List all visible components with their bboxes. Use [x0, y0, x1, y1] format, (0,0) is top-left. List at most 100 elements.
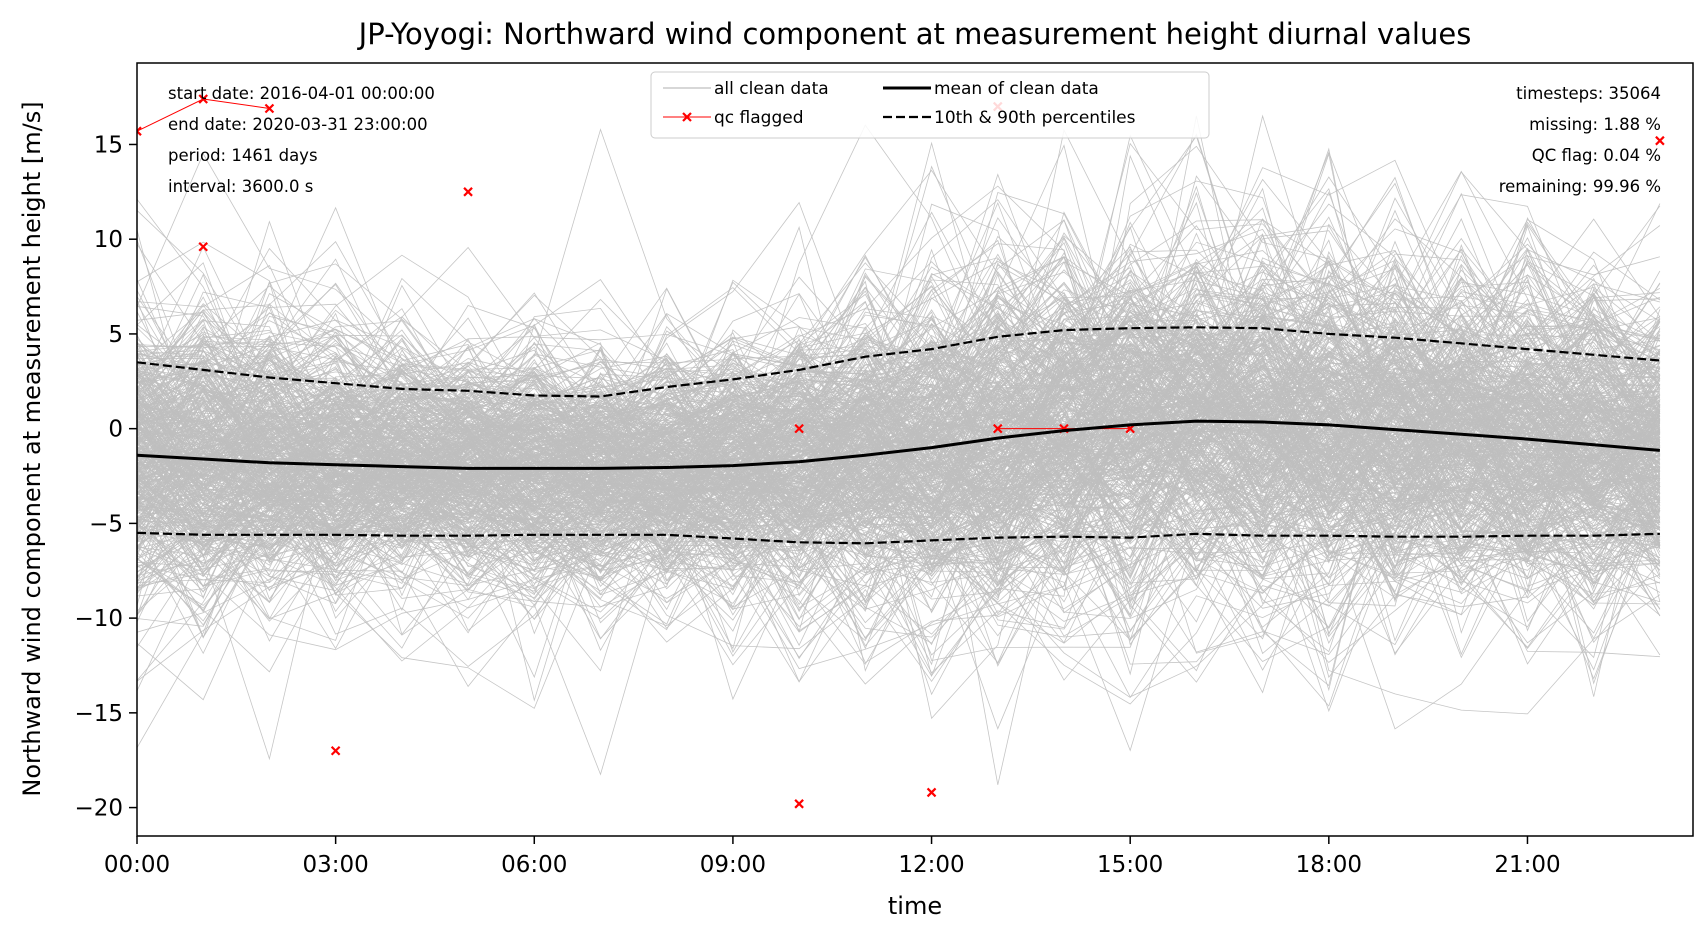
clean-data-line — [137, 243, 1661, 604]
qc-flagged-point — [198, 94, 208, 104]
clean-data-line — [137, 171, 1661, 494]
y-tick-label: 10 — [94, 227, 123, 253]
clean-data-line — [137, 275, 1661, 584]
clean-data-line — [137, 255, 1661, 651]
clean-data-line — [137, 361, 1660, 589]
qc-flagged-layer — [137, 94, 1665, 809]
qc-flagged-point — [794, 799, 804, 809]
legend-box — [650, 71, 1210, 139]
clean-data-line — [137, 284, 1661, 588]
x-axis-label: time — [888, 892, 942, 920]
clean-data-line — [137, 206, 1660, 665]
clean-data-line — [137, 330, 1661, 573]
qc-flagged-point — [264, 103, 275, 114]
y-tick-label: 0 — [108, 417, 123, 443]
stat-right-text: remaining: 99.96 % — [1499, 177, 1661, 196]
clean-data-line — [137, 367, 1661, 580]
x-axis: 00:00 03:00 06:00 09:00 12:00 15:00 18:00 21:00 — [104, 836, 1561, 878]
clean-data-line — [137, 281, 1661, 617]
stat-left-text: end date: 2020-03-31 23:00:00 — [168, 115, 428, 134]
clean-data-line — [137, 344, 1661, 666]
clean-data-line — [137, 355, 1660, 730]
qc-flagged-point — [330, 745, 341, 756]
x-tick-label: 21:00 — [1494, 852, 1560, 878]
qc-flagged-point — [137, 126, 142, 136]
clean-data-line — [137, 323, 1661, 550]
legend-entry: 10th & 90th percentiles — [883, 108, 1136, 128]
legend: all clean data qc flagged mean of clean da… — [650, 71, 1210, 139]
clean-data-line — [137, 287, 1660, 640]
clean-data-line — [137, 316, 1661, 552]
clean-data-line — [137, 141, 1661, 572]
clean-data-line — [137, 327, 1660, 613]
legend-entry: mean of clean data — [883, 79, 1099, 99]
clean-data-line — [137, 359, 1661, 636]
clean-data-line — [137, 268, 1661, 543]
clean-data-line — [137, 319, 1661, 568]
clean-data-line — [137, 307, 1661, 486]
y-axis: 15 10 5 0 −5 −10 −15 −20 — [74, 132, 137, 822]
clean-data-line — [137, 310, 1661, 645]
x-tick-label: 12:00 — [898, 852, 964, 878]
clean-data-line — [137, 398, 1661, 613]
clean-data-line — [137, 320, 1661, 570]
legend-label: 10th & 90th percentiles — [934, 108, 1136, 128]
clean-data-line — [137, 350, 1660, 556]
qc-flagged-point — [992, 423, 1003, 434]
clean-data-line — [137, 328, 1660, 532]
stat-left-text: period: 1461 days — [168, 146, 318, 165]
clean-data-lines — [137, 114, 1661, 785]
y-axis-label: Northward wind component at measurement … — [18, 101, 46, 796]
y-tick-label: 5 — [108, 322, 123, 348]
clean-data-line — [137, 271, 1660, 481]
clean-data-line — [137, 277, 1661, 621]
summary-series-layer — [137, 326, 1661, 545]
clean-data-line — [137, 362, 1661, 590]
mean-line — [137, 419, 1661, 470]
qc-flagged-point — [926, 787, 937, 798]
clean-data-line — [137, 248, 1661, 607]
y-tick-label: −20 — [74, 796, 123, 822]
stat-right-text: missing: 1.88 % — [1529, 115, 1661, 134]
clean-data-line — [137, 154, 1661, 600]
clean-data-line — [137, 343, 1661, 608]
qc-flagged-point — [463, 187, 473, 197]
x-tick-label: 18:00 — [1296, 852, 1362, 878]
y-tick-label: −10 — [74, 606, 123, 632]
clean-data-line — [137, 293, 1661, 571]
x-tick-label: 00:00 — [104, 852, 170, 878]
clean-data-line — [137, 261, 1661, 543]
clean-data-line — [137, 152, 1661, 761]
x-tick-label: 09:00 — [700, 852, 766, 878]
clean-data-line — [137, 355, 1661, 556]
clean-data-line — [137, 203, 1660, 579]
clean-data-line — [137, 294, 1661, 577]
stats-left: start date: 2016-04-01 00:00:00 end date:… — [168, 84, 435, 196]
y-tick-label: −15 — [74, 701, 123, 727]
clean-data-line — [137, 269, 1661, 604]
qc-flagged-point — [1655, 135, 1665, 146]
clean-data-line — [137, 362, 1661, 564]
clean-data-line — [137, 294, 1661, 672]
clean-data-line — [137, 336, 1661, 545]
stat-right-text: timesteps: 35064 — [1516, 84, 1661, 103]
percentile-90-line — [137, 326, 1660, 398]
qc-flagged-point — [198, 241, 208, 252]
clean-data-line — [137, 305, 1661, 535]
clean-data-line — [137, 347, 1660, 705]
x-tick-label: 03:00 — [302, 852, 368, 878]
clean-data-line — [137, 253, 1661, 638]
stats-right: timesteps: 35064 missing: 1.88 % QC flag: … — [1499, 84, 1661, 196]
qc-flagged-point — [794, 423, 804, 434]
legend-swatch-qc-marker — [682, 112, 692, 122]
clean-data-line — [137, 296, 1660, 564]
clean-data-line — [137, 282, 1661, 549]
clean-data-line — [137, 356, 1661, 543]
clean-data-line — [137, 317, 1661, 582]
clean-data-line — [137, 306, 1661, 642]
clean-data-line — [137, 313, 1661, 701]
clean-data-line — [137, 284, 1661, 557]
stat-right-text: QC flag: 0.04 % — [1532, 146, 1661, 165]
clean-data-line — [137, 335, 1661, 566]
